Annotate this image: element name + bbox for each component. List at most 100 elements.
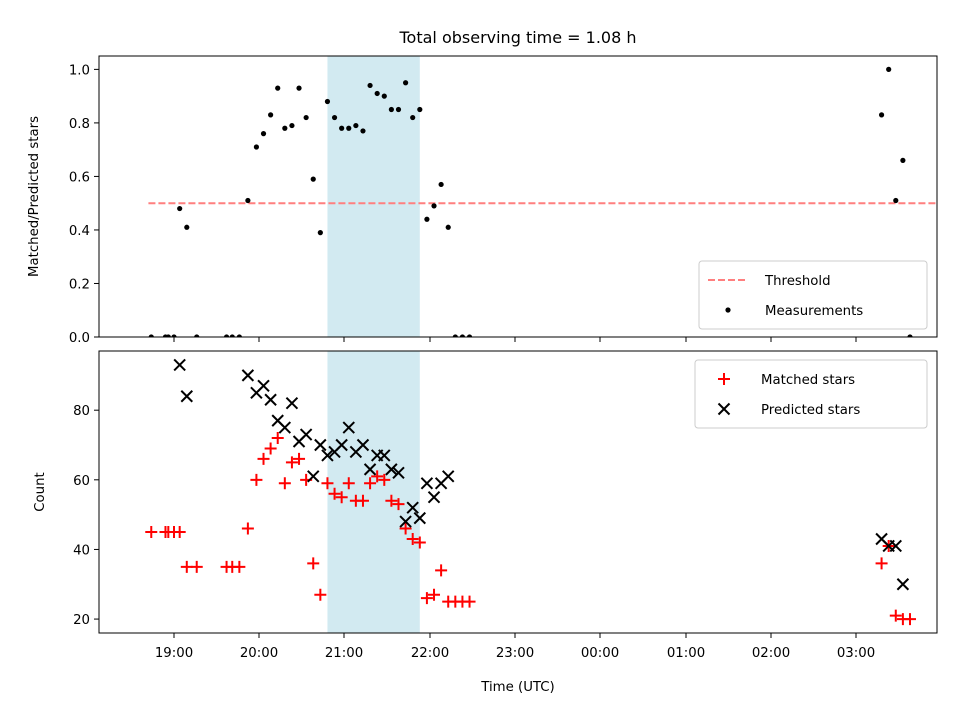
predicted-star-marker	[335, 438, 348, 452]
legend-box	[694, 359, 928, 429]
measurement-point	[296, 85, 302, 91]
series-predicted-stars	[173, 358, 910, 591]
y-tick-label: 0.4	[69, 224, 90, 239]
predicted-star-marker	[442, 470, 455, 483]
matched-star-marker	[463, 595, 476, 608]
matched-star-marker	[321, 477, 334, 490]
legend-label: Measurements	[765, 304, 863, 319]
y-tick-label: 40	[73, 543, 90, 558]
matched-star-marker	[293, 452, 306, 465]
predicted-star-marker	[278, 421, 292, 434]
measurement-point	[395, 106, 402, 113]
predicted-star-marker	[406, 501, 419, 514]
measurement-point	[236, 334, 242, 337]
x-tick-label: 01:00	[667, 646, 705, 661]
predicted-star-marker	[889, 539, 902, 553]
y-tick-label: 1.0	[69, 63, 90, 78]
matched-star-marker	[264, 442, 277, 455]
matched-star-marker	[271, 432, 284, 445]
series-measurements	[148, 66, 913, 337]
measurement-point	[148, 334, 154, 337]
predicted-star-marker	[307, 470, 320, 483]
predicted-star-marker	[299, 428, 313, 441]
x-tick-label: 03:00	[837, 646, 875, 661]
predicted-star-marker	[399, 515, 412, 528]
legend-label: Matched stars	[761, 373, 855, 388]
measurement-point	[459, 334, 466, 337]
matched-star-marker	[190, 560, 203, 573]
matched-star-marker	[413, 536, 426, 549]
measurement-point	[317, 230, 323, 236]
predicted-star-marker	[314, 438, 327, 452]
predicted-star-marker	[392, 466, 405, 480]
observing-window-span	[327, 56, 420, 337]
legend-predicted-swatch	[717, 402, 731, 416]
predicted-star-marker	[385, 463, 398, 476]
predicted-star-marker	[378, 449, 391, 462]
measurement-point	[878, 112, 885, 118]
predicted-star-marker	[180, 390, 193, 403]
measurement-point	[171, 334, 177, 337]
x-tick-label: 00:00	[581, 646, 619, 661]
panel-1: 0.0 0.2 0.4 0.6 0.8 1.0 Matched/Predicted star…	[27, 55, 938, 346]
measurement-point	[438, 181, 444, 188]
measurement-point	[445, 224, 451, 230]
matched-star-marker	[435, 564, 448, 577]
measurement-point	[268, 112, 274, 118]
y-axis-label: Count	[33, 472, 48, 512]
measurement-point	[245, 197, 251, 204]
matched-star-marker	[314, 588, 327, 601]
x-tick-label: 23:00	[496, 646, 534, 661]
y-tick-label: 60	[73, 474, 90, 489]
measurement-point	[275, 85, 281, 91]
measurement-point	[229, 334, 235, 337]
matched-star-marker	[241, 522, 254, 535]
measurement-point	[331, 114, 338, 121]
predicted-star-marker	[257, 379, 270, 393]
y-tick-label: 0.8	[69, 117, 90, 132]
y-tick-label: 0.0	[69, 331, 90, 346]
matched-star-marker	[250, 473, 263, 486]
matched-star-marker	[428, 588, 441, 601]
matched-star-marker	[173, 526, 186, 539]
plot-layer: 0.0 0.2 0.4 0.6 0.8 1.0 Matched/Predicted star…	[27, 55, 938, 661]
measurement-point	[424, 216, 430, 222]
legend-measurement-swatch	[725, 307, 731, 313]
predicted-star-marker	[321, 449, 334, 462]
x-axis-label: Time (UTC)	[480, 680, 555, 695]
measurement-point	[886, 66, 892, 72]
matched-star-marker	[285, 456, 298, 469]
axes-frame	[98, 350, 938, 634]
measurement-point	[402, 80, 409, 86]
measurement-point	[184, 224, 190, 230]
measurement-point	[310, 176, 316, 182]
matched-star-marker	[364, 477, 377, 490]
matched-star-marker	[257, 452, 270, 465]
measurement-point	[339, 125, 345, 131]
y-tick-label: 0.6	[69, 170, 90, 185]
measurement-point	[282, 125, 288, 131]
matched-star-marker	[406, 533, 419, 545]
panel-2: 20 40 60 80 19:00 20:00 21:00 22:00 23:00 00:00 01…	[33, 350, 938, 661]
measurement-point	[194, 334, 200, 337]
matched-star-marker	[903, 613, 916, 626]
measurement-point	[452, 334, 458, 337]
matched-star-marker	[371, 470, 384, 483]
matched-star-marker	[889, 609, 902, 622]
x-tick-label: 19:00	[155, 646, 193, 661]
measurement-point	[893, 197, 899, 204]
measurement-point	[388, 106, 394, 113]
measurement-point	[466, 334, 473, 337]
legend-label: Predicted stars	[761, 403, 860, 418]
legend: Threshold Measurements	[698, 260, 928, 330]
chart-title: Total observing time = 1.08 h	[398, 28, 636, 47]
measurement-point	[253, 144, 260, 150]
legend-label: Threshold	[764, 274, 831, 289]
x-tick-label: 20:00	[240, 646, 278, 661]
matched-star-marker	[356, 494, 369, 507]
predicted-star-marker	[285, 397, 299, 410]
x-tick-label: 22:00	[411, 646, 449, 661]
matched-star-marker	[335, 491, 348, 504]
axes-frame	[98, 55, 938, 338]
measurement-point	[431, 203, 437, 209]
